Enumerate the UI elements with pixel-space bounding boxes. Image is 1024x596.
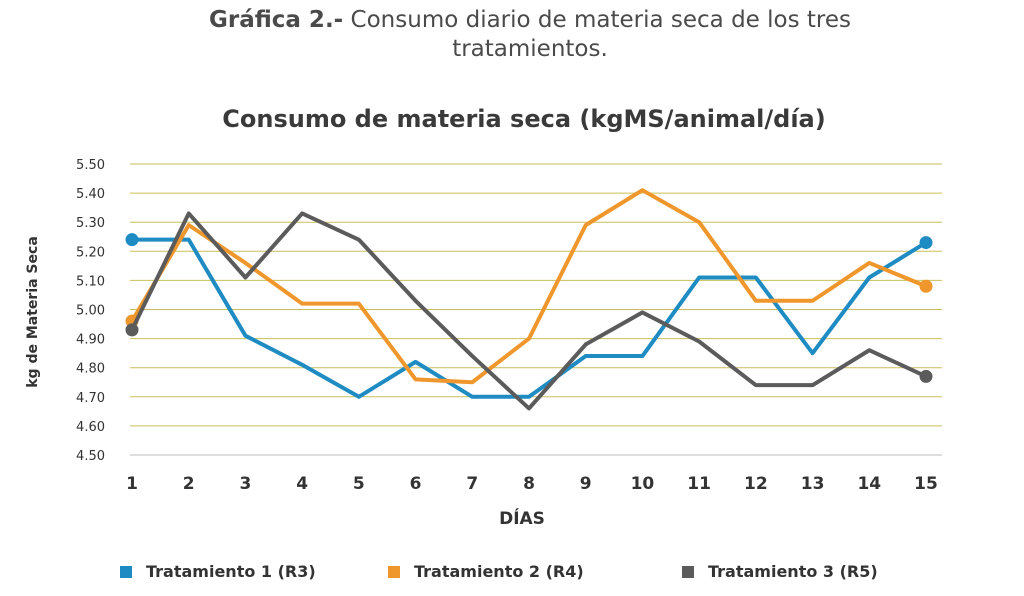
legend-item: Tratamiento 2 (R4)	[388, 562, 584, 581]
x-tick-label: 13	[801, 474, 825, 494]
series-endpoint-marker	[919, 369, 933, 383]
figure-caption-text: Consumo diario de materia seca de los tr…	[350, 7, 851, 62]
chart-title: Consumo de materia seca (kgMS/animal/día…	[222, 105, 825, 133]
gridlines	[130, 163, 942, 456]
x-tick-label: 5	[353, 474, 365, 494]
x-tick-label: 1	[126, 474, 138, 494]
legend-swatch	[120, 565, 132, 578]
x-axis-label: DÍAS	[499, 507, 545, 529]
y-tick-label: 5.20	[76, 245, 105, 260]
y-tick-label: 5.50	[76, 158, 105, 173]
x-tick-label: 7	[466, 474, 478, 494]
series-endpoint-marker	[919, 236, 933, 250]
y-tick-label: 5.40	[76, 187, 105, 202]
y-tick-label: 5.30	[76, 216, 105, 231]
y-tick-label: 4.50	[76, 449, 105, 464]
y-axis-label: kg de Materia Seca	[25, 236, 41, 388]
legend-label: Tratamiento 1 (R3)	[146, 562, 316, 581]
y-tick-label: 4.80	[76, 362, 105, 377]
legend-label: Tratamiento 2 (R4)	[414, 562, 584, 581]
x-tick-label: 15	[914, 474, 938, 494]
y-tick-label: 5.10	[76, 274, 105, 289]
x-axis-ticks: 1 2 3 4 5 6 7 8 9 10 11 12 13 14 15	[126, 474, 938, 494]
y-tick-label: 5.00	[76, 304, 105, 319]
figure-caption-label: Gráfica 2.-	[208, 7, 344, 33]
y-tick-label: 4.70	[76, 391, 105, 406]
series-line-1	[132, 237, 928, 399]
x-tick-label: 2	[183, 474, 195, 494]
x-tick-label: 8	[523, 474, 535, 494]
x-tick-label: 4	[296, 474, 308, 494]
y-tick-label: 4.90	[76, 333, 105, 348]
y-axis-ticks: 4.50 4.60 4.70 4.80 4.90 5.00 5.10 5.20 5.30 5.40…	[76, 158, 105, 464]
series-lines	[125, 188, 933, 411]
legend-swatch	[388, 565, 400, 578]
x-tick-label: 10	[631, 474, 655, 494]
series-endpoint-marker	[125, 323, 139, 337]
figure-caption: Gráfica 2.- Consumo diario de materia se…	[150, 6, 910, 64]
x-tick-label: 6	[410, 474, 422, 494]
series-endpoint-marker	[919, 279, 933, 293]
legend-label: Tratamiento 3 (R5)	[708, 562, 878, 581]
legend-swatch	[682, 565, 694, 578]
legend-item: Tratamiento 3 (R5)	[682, 562, 878, 581]
y-tick-label: 4.60	[76, 420, 105, 435]
series-line-2	[130, 188, 927, 385]
chart-legend: Tratamiento 1 (R3) Tratamiento 2 (R4) Trat…	[0, 562, 1024, 590]
x-tick-label: 11	[687, 474, 711, 494]
series-line-3	[130, 211, 927, 411]
x-tick-label: 12	[744, 474, 768, 494]
x-tick-label: 14	[857, 474, 881, 494]
x-tick-label: 3	[240, 474, 252, 494]
legend-item: Tratamiento 1 (R3)	[120, 562, 316, 581]
series-endpoint-marker	[125, 233, 139, 247]
x-tick-label: 9	[580, 474, 592, 494]
